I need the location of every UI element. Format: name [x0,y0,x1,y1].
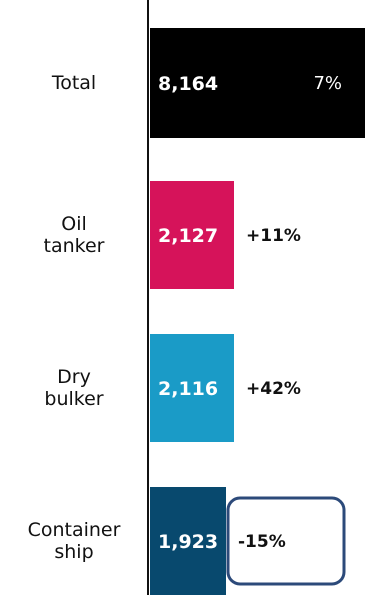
bar-dry-bulker [150,334,234,442]
category-label-dry-bulker-line-1: Dry [57,366,91,388]
change-label-dry-bulker: +42% [246,379,301,399]
category-label-dry-bulker-line-2: bulker [44,388,103,410]
bar-oil-tanker [150,181,234,289]
value-label-dry-bulker: 2,116 [158,378,218,400]
value-label-total: 8,164 [158,73,218,95]
bar-total [150,28,365,138]
value-label-oil-tanker: 2,127 [158,225,218,247]
change-label-oil-tanker: +11% [246,226,301,246]
category-label-total: Total [51,72,96,94]
category-label-oil-tanker-line-1: Oil [61,213,87,235]
category-label-oil-tanker-line-2: tanker [44,235,105,257]
highlight-box [226,496,346,586]
value-label-container-ship: 1,923 [158,531,218,553]
bar-container-ship [150,487,226,595]
category-label-container-ship-line-2: ship [54,541,93,563]
change-label-container-ship: -15% [238,532,286,552]
bars-layer [150,28,365,595]
category-label-container-ship-line-1: Container [28,519,121,541]
change-label-total: 7% [313,73,342,94]
